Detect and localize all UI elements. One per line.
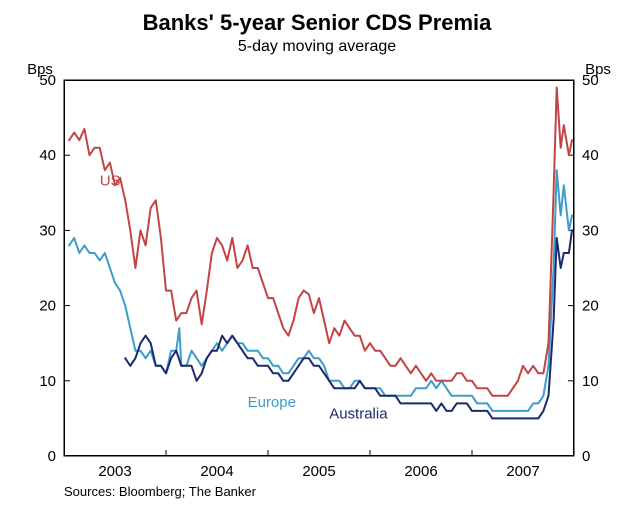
svg-text:2005: 2005 — [302, 463, 335, 480]
chart-svg: 0010102020303040405050200320042005200620… — [0, 0, 634, 516]
svg-text:2004: 2004 — [200, 463, 233, 480]
svg-text:Europe: Europe — [248, 394, 296, 411]
svg-text:10: 10 — [582, 373, 599, 390]
svg-text:0: 0 — [582, 448, 590, 465]
svg-text:Bps: Bps — [27, 61, 53, 78]
svg-text:20: 20 — [582, 298, 599, 315]
svg-text:Australia: Australia — [329, 405, 388, 422]
svg-text:Bps: Bps — [585, 61, 611, 78]
svg-text:30: 30 — [582, 222, 599, 239]
svg-text:30: 30 — [39, 222, 56, 239]
svg-text:US: US — [100, 172, 121, 189]
svg-text:10: 10 — [39, 373, 56, 390]
svg-text:40: 40 — [39, 147, 56, 164]
svg-text:0: 0 — [48, 448, 56, 465]
chart-container: Banks' 5-year Senior CDS Premia 5-day mo… — [0, 0, 634, 516]
svg-text:2007: 2007 — [506, 463, 539, 480]
svg-text:40: 40 — [582, 147, 599, 164]
svg-text:2003: 2003 — [98, 463, 131, 480]
svg-text:2006: 2006 — [404, 463, 437, 480]
svg-text:20: 20 — [39, 298, 56, 315]
chart-sources: Sources: Bloomberg; The Banker — [64, 484, 256, 499]
